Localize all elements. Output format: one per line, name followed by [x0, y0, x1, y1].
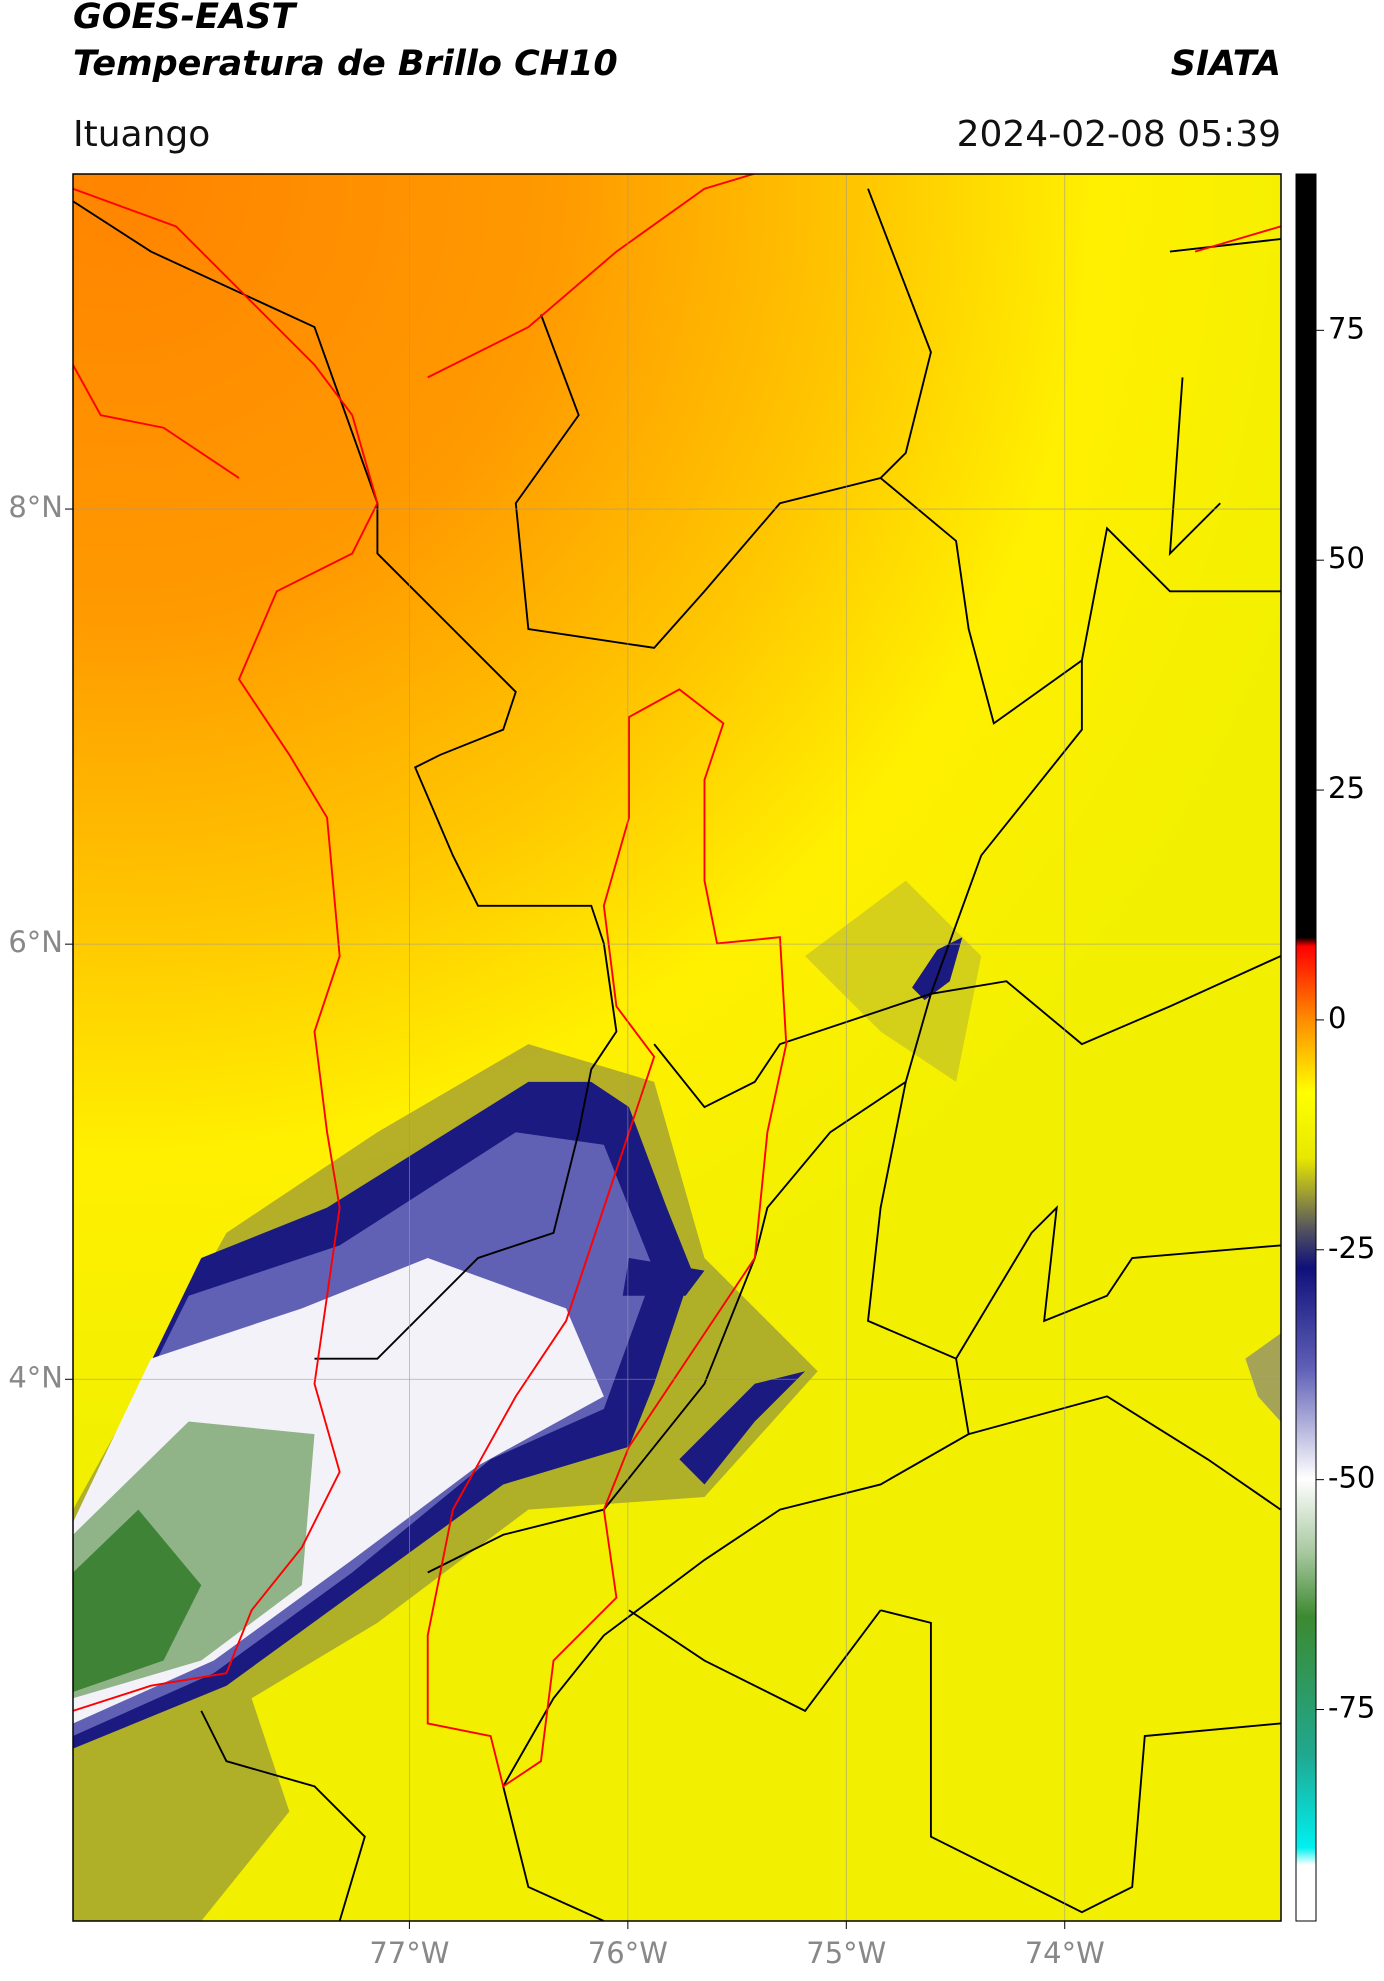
location: Ituango [73, 114, 210, 155]
colorbar-label: 75 [1328, 311, 1365, 345]
colorbar-label: 50 [1328, 541, 1365, 575]
x-tick-label: 74°W [1025, 1936, 1105, 1970]
colorbar-label: -50 [1328, 1461, 1375, 1495]
timestamp: 2024-02-08 05:39 [957, 114, 1281, 155]
y-tick-label: 6°N [8, 925, 63, 959]
y-tick-label: 8°N [8, 490, 63, 524]
y-tick-label: 4°N [8, 1360, 63, 1394]
colorbar [1295, 173, 1317, 1922]
boundary-outline [73, 174, 1281, 1788]
graticule [73, 174, 1281, 1921]
source: SIATA [1171, 44, 1281, 84]
title: GOES-EAST [73, 0, 298, 37]
colorbar-label: 0 [1328, 1001, 1346, 1035]
map [73, 174, 1281, 1921]
colorbar-label: -25 [1328, 1231, 1375, 1265]
cloud-field [73, 880, 1281, 1921]
x-tick-label: 75°W [806, 1936, 886, 1970]
subtitle: Temperatura de Brillo CH10 [73, 44, 618, 84]
x-tick-label: 77°W [369, 1936, 449, 1970]
colorbar-label: 25 [1328, 771, 1365, 805]
x-tick-label: 76°W [588, 1936, 668, 1970]
colorbar-label: -75 [1328, 1691, 1375, 1725]
map-frame [72, 173, 1282, 1922]
